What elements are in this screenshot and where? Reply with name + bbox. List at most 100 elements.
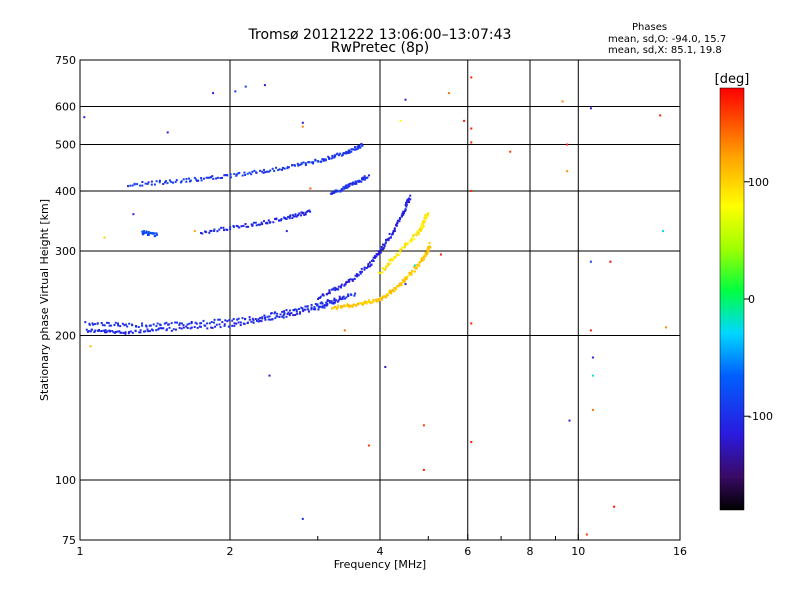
trace-point <box>334 301 336 304</box>
trace-point <box>363 175 366 178</box>
trace-point <box>295 215 298 218</box>
trace-point <box>420 225 423 227</box>
trace-point <box>238 226 241 229</box>
y-tick-label: 200 <box>55 330 76 343</box>
trace-point <box>219 177 222 179</box>
trace-point <box>411 270 414 273</box>
trace-point <box>368 299 371 302</box>
trace-point <box>424 214 427 217</box>
trace-point <box>166 182 169 185</box>
trace-point <box>413 266 416 268</box>
trace-point <box>139 329 142 332</box>
trace-point <box>293 164 296 166</box>
trace-point <box>286 166 289 168</box>
trace-point <box>379 296 382 299</box>
trace-point <box>278 219 281 222</box>
outlier-point <box>285 230 288 233</box>
trace-point <box>246 172 249 175</box>
trace-point <box>197 179 200 182</box>
trace-point <box>350 150 353 153</box>
trace-point <box>363 178 366 181</box>
trace-point <box>254 221 257 224</box>
trace-point <box>224 319 227 322</box>
trace-point <box>296 312 299 315</box>
data-points <box>83 76 667 536</box>
trace-point <box>259 316 262 319</box>
trace-point <box>314 307 317 310</box>
trace-point <box>403 280 406 283</box>
trace-point <box>294 213 297 216</box>
outlier-point <box>566 143 569 146</box>
trace-point <box>350 182 353 185</box>
trace-point <box>424 253 427 256</box>
trace-point <box>428 242 431 244</box>
trace-point <box>342 186 345 189</box>
x-tick-label: 16 <box>673 545 687 558</box>
trace-point <box>297 213 300 216</box>
trace-point <box>104 329 107 332</box>
trace-point <box>333 156 336 159</box>
outlier-point <box>413 264 416 267</box>
trace-point <box>378 251 381 254</box>
trace-point <box>185 325 188 328</box>
trace-point <box>144 330 147 333</box>
trace-point <box>350 293 353 296</box>
trace-point <box>103 324 106 327</box>
outlier-point <box>447 92 450 95</box>
trace-point <box>343 186 346 189</box>
trace-point <box>355 304 358 307</box>
trace-point <box>422 225 425 228</box>
trace-point <box>147 181 150 184</box>
trace-point <box>356 147 359 150</box>
trace-point <box>378 253 381 256</box>
trace-point <box>366 301 369 303</box>
trace-point <box>269 318 272 321</box>
trace-point <box>162 183 165 185</box>
trace-point <box>89 330 92 333</box>
trace-point <box>367 265 369 268</box>
trace-point <box>115 331 117 333</box>
trace-point <box>213 318 216 321</box>
trace-point <box>406 199 409 202</box>
trace-point <box>266 170 268 173</box>
trace-point <box>109 330 111 333</box>
outlier-point <box>470 76 473 79</box>
trace-point <box>414 267 417 270</box>
trace-point <box>107 322 110 324</box>
trace-point <box>385 241 387 244</box>
trace-point <box>388 232 391 235</box>
trace-point <box>117 322 119 325</box>
trace-point <box>348 184 351 187</box>
trace-point <box>372 256 375 259</box>
trace-point <box>236 318 239 321</box>
trace-point <box>332 156 334 159</box>
trace-point <box>363 268 366 271</box>
trace-point <box>335 288 338 291</box>
trace-point <box>273 312 276 315</box>
trace-point <box>379 248 382 251</box>
phases-o-stats: mean, sd,O: -94.0, 15.7 <box>608 34 727 45</box>
trace-point <box>326 293 328 296</box>
trace-point <box>255 171 258 174</box>
trace-point <box>146 328 149 331</box>
trace-point <box>141 184 144 187</box>
trace-point <box>210 176 213 179</box>
trace-point <box>226 174 229 177</box>
trace-point <box>340 283 343 286</box>
trace-point <box>235 224 238 227</box>
outlier-point <box>193 230 196 233</box>
trace-point <box>410 239 413 242</box>
trace-point <box>337 299 340 302</box>
trace-point <box>303 308 306 311</box>
trace-point <box>314 303 317 305</box>
trace-point <box>389 262 392 265</box>
trace-point <box>298 308 300 310</box>
trace-point <box>362 303 364 306</box>
trace-point <box>279 313 282 316</box>
trace-point <box>322 304 325 307</box>
trace-point <box>248 171 251 174</box>
trace-point <box>319 305 322 308</box>
trace-point <box>351 305 354 308</box>
outlier-point <box>463 119 466 122</box>
outlier-point <box>470 127 473 130</box>
